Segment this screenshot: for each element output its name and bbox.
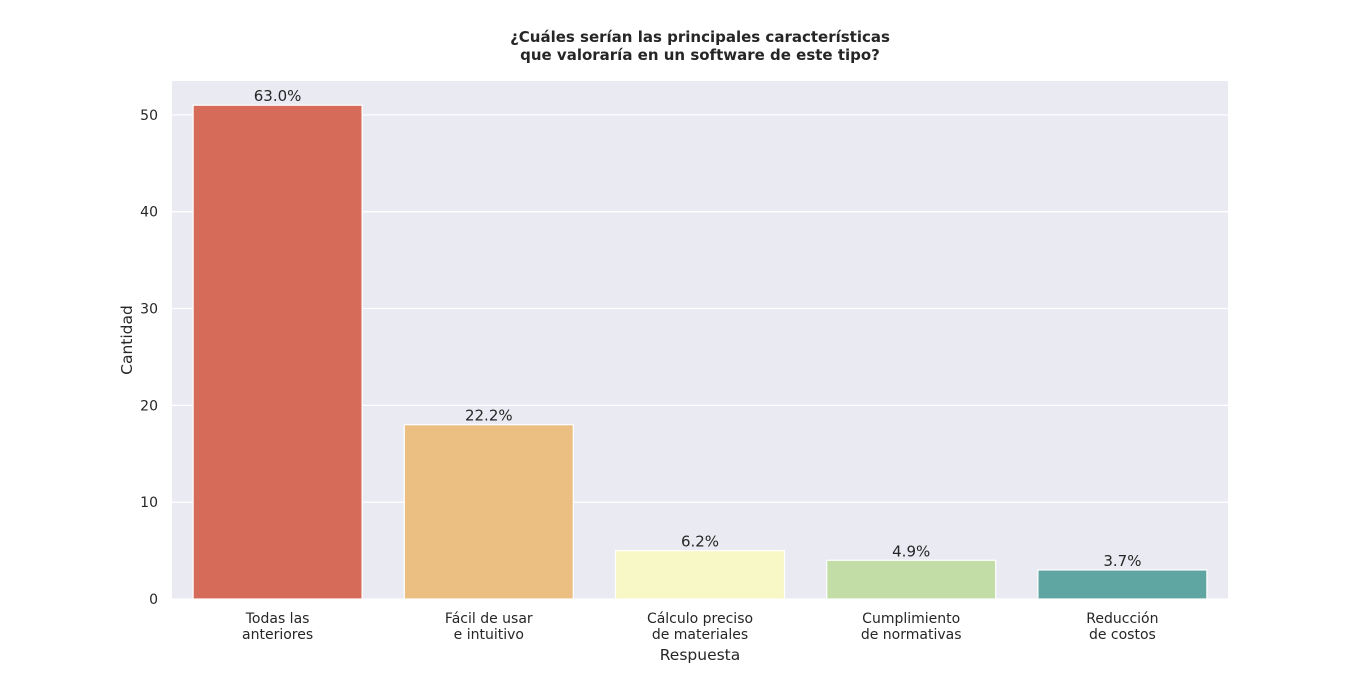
y-tick-label: 20 — [140, 398, 158, 414]
bar — [614, 549, 786, 600]
bar-value-label: 4.9% — [892, 542, 930, 560]
x-tick-label-line: Todas las — [245, 611, 310, 627]
y-tick-label: 10 — [140, 495, 158, 511]
x-tick-label-line: Cumplimiento — [862, 611, 960, 627]
x-tick-label-line: anteriores — [242, 627, 313, 643]
bars — [192, 104, 1208, 600]
chart-title-line-1: ¿Cuáles serían las principales caracterí… — [510, 28, 890, 46]
chart-title-line-2: que valoraría en un software de este tip… — [520, 46, 880, 64]
y-tick-label: 30 — [140, 302, 158, 318]
bar-value-label: 22.2% — [465, 407, 513, 425]
x-tick-label-line: de costos — [1089, 627, 1156, 643]
x-tick-label-line: de materiales — [652, 627, 748, 643]
y-axis-label: Cantidad — [118, 305, 136, 375]
chart-title: ¿Cuáles serían las principales caracterí… — [510, 28, 890, 64]
x-tick-label-line: de normativas — [861, 627, 962, 643]
x-axis-label: Respuesta — [660, 646, 741, 664]
x-tick-label-line: e intuitivo — [454, 627, 524, 643]
x-tick-label-line: Reducción — [1086, 611, 1158, 627]
bar — [826, 559, 997, 600]
bar — [192, 104, 363, 600]
bar-value-label: 63.0% — [254, 87, 302, 105]
y-tick-label: 40 — [140, 205, 158, 221]
x-tick-label-line: Cálculo preciso — [647, 611, 753, 627]
y-tick-label: 0 — [149, 592, 158, 608]
bar — [403, 424, 574, 600]
y-axis-ticks: 0 10 20 30 40 50 — [140, 108, 158, 608]
y-tick-label: 50 — [140, 108, 158, 124]
bar-value-label: 6.2% — [681, 533, 719, 551]
data-labels: 63.0% 22.2% 6.2% 4.9% 3.7% — [254, 87, 1142, 570]
bar — [1037, 569, 1208, 600]
x-tick-label-line: Fácil de usar — [445, 611, 533, 627]
bar-value-label: 3.7% — [1103, 552, 1141, 570]
